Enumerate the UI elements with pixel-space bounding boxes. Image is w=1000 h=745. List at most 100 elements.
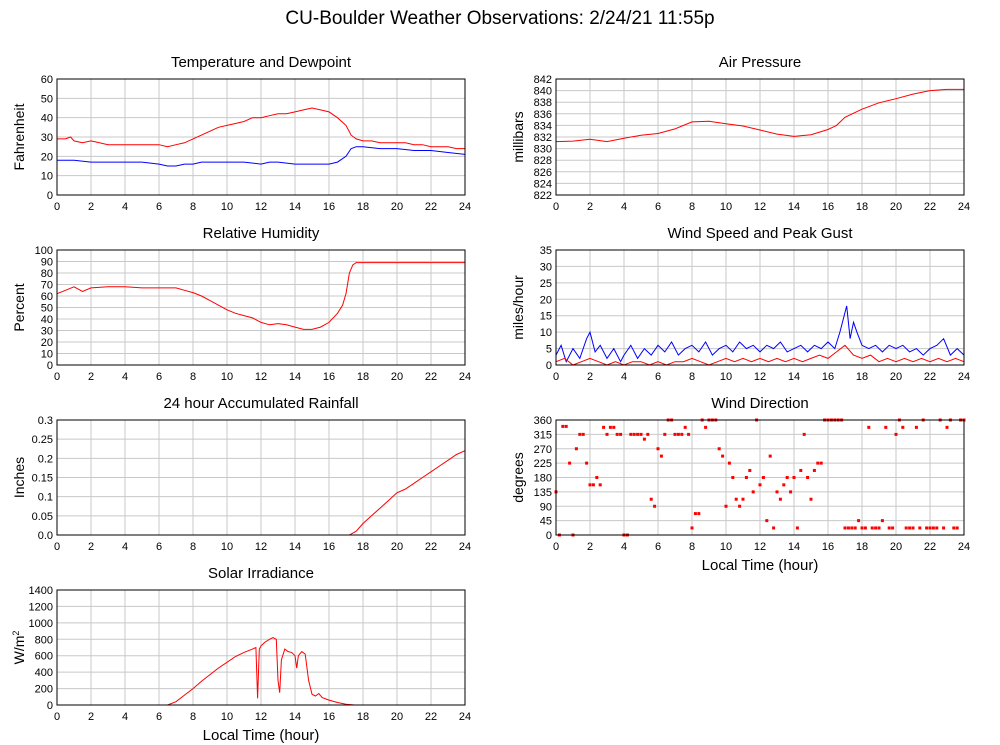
winddir-point [792,476,796,479]
humidity-x-tick-label: 16 [323,371,335,383]
solar-y-tick-label: 0 [47,700,53,712]
solar-x-tick-label: 18 [357,711,369,723]
winddir-point [642,437,646,441]
winddir-x-tick-label: 22 [924,541,936,553]
temp-y-tick-label: 30 [41,132,53,144]
winddir-point [598,483,602,487]
pressure-x-tick-label: 2 [587,201,593,213]
pressure-y-tick-label: 834 [534,120,552,132]
pressure-x-tick-label: 4 [621,201,627,213]
winddir-point [891,526,895,530]
humidity-y-tick-label: 80 [41,268,53,280]
solar-y-tick-label: 800 [35,634,53,646]
temp-x-tick-label: 12 [255,201,267,213]
pressure-y-tick-label: 824 [534,178,552,190]
winddir-point [595,476,599,479]
winddir-y-tick-label: 225 [534,458,552,470]
pressure-x-tick-label: 6 [655,201,661,213]
solar-y-tick-label: 1000 [29,618,53,630]
wind-x-tick-label: 22 [924,371,936,383]
winddir-point [727,461,731,465]
winddir-point [683,425,687,429]
wind-x-tick-label: 2 [587,371,593,383]
winddir-point [887,526,891,530]
temp-x-tick-label: 0 [54,201,60,213]
winddir-point [819,461,823,465]
wind-y-tick-label: 0 [546,360,552,372]
winddir-x-tick-label: 12 [754,541,766,553]
temp-series-line [57,146,466,167]
winddir-point [901,425,905,429]
winddir-point [860,526,864,530]
pressure-x-tick-label: 22 [924,201,936,213]
humidity-x-tick-label: 22 [425,371,437,383]
winddir-point [758,483,762,487]
wind-x-tick-label: 10 [720,371,732,383]
winddir-point [816,461,820,465]
winddir-y-axis-label: degrees [510,452,526,503]
temp-chart: 0 2 4 6 8 10 12 14 16 18 20 22 240102030405060Temper… [11,54,471,213]
winddir-point [874,526,878,530]
wind-title: Wind Speed and Peak Gust [667,225,853,242]
winddir-point [772,526,776,530]
pressure-y-tick-label: 826 [534,167,552,179]
rain-y-tick-label: 0.0 [38,530,53,542]
rain-x-tick-label: 6 [156,541,162,553]
solar-y-tick-label: 200 [35,684,53,696]
rain-y-tick-label: 0.2 [38,453,53,465]
winddir-point [853,526,857,530]
winddir-point [914,425,918,429]
pressure-x-tick-label: 20 [890,201,902,213]
wind-y-tick-label: 15 [540,311,552,323]
solar-x-tick-label: 4 [122,711,128,723]
wind-chart: 0 2 4 6 8 10 12 14 16 18 20 22 2405101520253035Wind … [510,225,970,383]
humidity-y-tick-label: 0 [47,360,53,372]
winddir-point [748,468,752,472]
temp-y-tick-label: 50 [41,93,53,105]
winddir-point [646,432,650,436]
solar-x-tick-label: 12 [255,711,267,723]
winddir-chart: 0 2 4 6 8 10 12 14 16 18 20 22 240459013518022527031… [510,395,970,574]
rain-x-tick-label: 10 [221,541,233,553]
winddir-point [935,526,939,530]
winddir-point [578,432,582,436]
winddir-y-tick-label: 180 [534,473,552,485]
winddir-point [846,526,850,530]
winddir-y-tick-label: 315 [534,429,552,441]
winddir-point [904,526,908,530]
rain-x-tick-label: 8 [190,541,196,553]
winddir-point [568,461,572,465]
pressure-title: Air Pressure [719,54,802,71]
wind-y-tick-label: 10 [540,327,552,339]
pressure-x-tick-label: 18 [856,201,868,213]
pressure-y-tick-label: 830 [534,144,552,156]
winddir-point [894,432,898,436]
solar-x-tick-label: 22 [425,711,437,723]
humidity-x-tick-label: 14 [289,371,301,383]
winddir-point [955,526,959,530]
rain-x-tick-label: 16 [323,541,335,553]
winddir-y-tick-label: 135 [534,487,552,499]
winddir-point [632,432,636,436]
pressure-x-tick-label: 12 [754,201,766,213]
winddir-point [809,497,813,501]
solar-x-tick-label: 2 [88,711,94,723]
winddir-point [561,424,565,428]
temp-x-tick-label: 16 [323,201,335,213]
solar-x-tick-label: 8 [190,711,196,723]
winddir-frame [555,419,965,536]
solar-x-tick-label: 10 [221,711,233,723]
wind-x-tick-label: 16 [822,371,834,383]
winddir-point [734,497,738,501]
winddir-point [799,468,803,472]
solar-x-tick-label: 0 [54,711,60,723]
winddir-title: Wind Direction [711,395,809,412]
pressure-x-tick-label: 8 [689,201,695,213]
winddir-point [673,432,677,436]
humidity-x-tick-label: 0 [54,371,60,383]
winddir-point [731,476,735,479]
winddir-point [911,526,915,530]
pressure-x-tick-label: 16 [822,201,834,213]
winddir-point [605,432,609,436]
humidity-y-tick-label: 70 [41,280,53,292]
